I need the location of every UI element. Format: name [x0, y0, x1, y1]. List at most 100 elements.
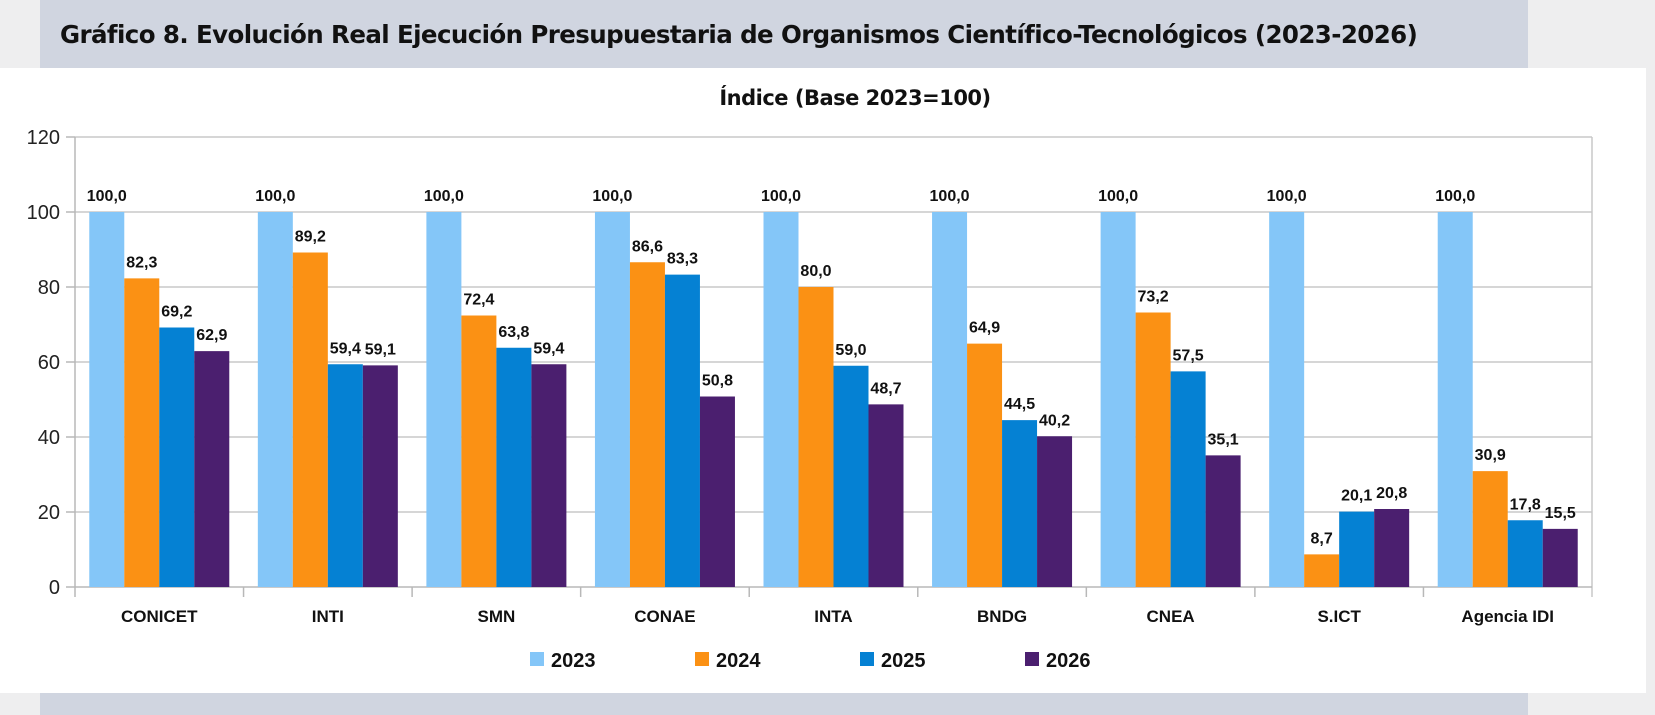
data-label: 82,3: [126, 254, 157, 271]
data-label: 40,2: [1039, 412, 1070, 429]
bar-2023-cnea: [1100, 212, 1136, 587]
y-tick-label: 20: [38, 502, 60, 524]
data-label: 72,4: [463, 292, 494, 309]
y-tick-label: 100: [27, 202, 60, 224]
data-label: 62,9: [196, 327, 227, 344]
data-label: 17,8: [1510, 496, 1541, 513]
legend-label-2024: 2024: [716, 650, 761, 672]
bar-2024-cnea: [1135, 312, 1171, 587]
data-label: 80,0: [800, 263, 831, 280]
data-label: 100,0: [255, 188, 295, 205]
legend: 2023 2024 2025 2026: [530, 650, 1091, 672]
data-label: 59,0: [835, 342, 866, 359]
bar-2023-inta: [763, 212, 799, 587]
bar-2023-agencia-idi: [1437, 212, 1473, 587]
data-label: 44,5: [1004, 396, 1035, 413]
data-label: 100,0: [1098, 188, 1138, 205]
category-label: S.ICT: [1317, 607, 1361, 626]
bar-2025-s-ict: [1339, 511, 1375, 587]
chart-title: Índice (Base 2023=100): [719, 86, 991, 110]
data-label: 100,0: [761, 188, 801, 205]
bar-2026-inti: [362, 365, 398, 587]
bar-2025-bndg: [1002, 420, 1038, 587]
bar-2025-smn: [496, 347, 532, 587]
legend-label-2023: 2023: [551, 650, 596, 672]
data-label: 35,1: [1208, 431, 1239, 448]
data-label: 69,2: [161, 304, 192, 321]
bar-2025-cnea: [1170, 371, 1206, 587]
bar-2026-inta: [868, 404, 904, 587]
figure-title: Gráfico 8. Evolución Real Ejecución Pres…: [60, 20, 1418, 49]
bar-2023-s-ict: [1269, 212, 1305, 587]
data-label: 59,4: [330, 340, 361, 357]
data-label: 100,0: [424, 188, 464, 205]
data-label: 48,7: [870, 380, 901, 397]
data-label: 57,5: [1173, 347, 1204, 364]
category-label: INTA: [814, 607, 852, 626]
data-label: 86,6: [632, 238, 663, 255]
data-label: 100,0: [930, 188, 970, 205]
bottom-band: [40, 693, 1528, 715]
data-label: 15,5: [1545, 505, 1576, 522]
bar-2024-inta: [798, 287, 834, 587]
bar-2024-bndg: [967, 343, 1003, 587]
data-label: 20,1: [1341, 488, 1372, 505]
category-label: INTI: [312, 607, 344, 626]
legend-label-2026: 2026: [1046, 650, 1091, 672]
legend-swatch-2026: [1025, 652, 1039, 666]
legend-swatch-2025: [860, 652, 874, 666]
category-label: BNDG: [977, 607, 1027, 626]
data-label: 63,8: [498, 324, 529, 341]
bar-2024-conicet: [124, 278, 160, 587]
bar-2024-agencia-idi: [1472, 471, 1508, 587]
data-label: 83,3: [667, 251, 698, 268]
bar-2026-smn: [531, 364, 567, 587]
data-label: 100,0: [87, 188, 127, 205]
bar-2026-agencia-idi: [1542, 528, 1578, 587]
category-label: SMN: [477, 607, 515, 626]
data-label: 20,8: [1376, 485, 1407, 502]
bar-2025-agencia-idi: [1507, 520, 1543, 587]
data-label: 30,9: [1475, 447, 1506, 464]
data-label: 64,9: [969, 320, 1000, 337]
bar-2026-conicet: [194, 351, 230, 587]
y-tick-label: 120: [27, 127, 60, 149]
bar-2026-s-ict: [1374, 509, 1410, 587]
bar-2024-smn: [461, 315, 497, 587]
title-band: Gráfico 8. Evolución Real Ejecución Pres…: [40, 0, 1528, 68]
data-label: 59,1: [365, 341, 396, 358]
category-label: CONAE: [634, 607, 695, 626]
data-label: 100,0: [592, 188, 632, 205]
category-label: CNEA: [1147, 607, 1195, 626]
bars: [89, 212, 1578, 587]
bar-2024-conae: [629, 262, 665, 587]
y-tick-label: 0: [49, 577, 60, 599]
data-label: 8,7: [1311, 530, 1333, 547]
data-label: 50,8: [702, 373, 733, 390]
bar-2025-inta: [833, 365, 869, 587]
y-tick-label: 60: [38, 352, 60, 374]
bar-2025-inti: [327, 364, 363, 587]
data-label: 100,0: [1267, 188, 1307, 205]
bar-2023-conae: [594, 212, 630, 587]
category-label: CONICET: [121, 607, 198, 626]
legend-label-2025: 2025: [881, 650, 926, 672]
bar-2026-bndg: [1037, 436, 1073, 587]
data-label: 89,2: [295, 229, 326, 246]
data-label: 59,4: [533, 340, 564, 357]
data-label: 100,0: [1435, 188, 1475, 205]
bar-2024-inti: [292, 252, 328, 587]
bar-2023-bndg: [932, 212, 968, 587]
bar-2024-s-ict: [1304, 554, 1340, 587]
bar-2023-inti: [257, 212, 293, 587]
y-tick-label: 40: [38, 427, 60, 449]
y-tick-label: 80: [38, 277, 60, 299]
data-label: 73,2: [1138, 289, 1169, 306]
bar-2026-conae: [699, 396, 735, 587]
legend-swatch-2024: [695, 652, 709, 666]
bar-2026-cnea: [1205, 455, 1241, 587]
bar-2025-conae: [664, 274, 700, 587]
bar-2023-smn: [426, 212, 462, 587]
